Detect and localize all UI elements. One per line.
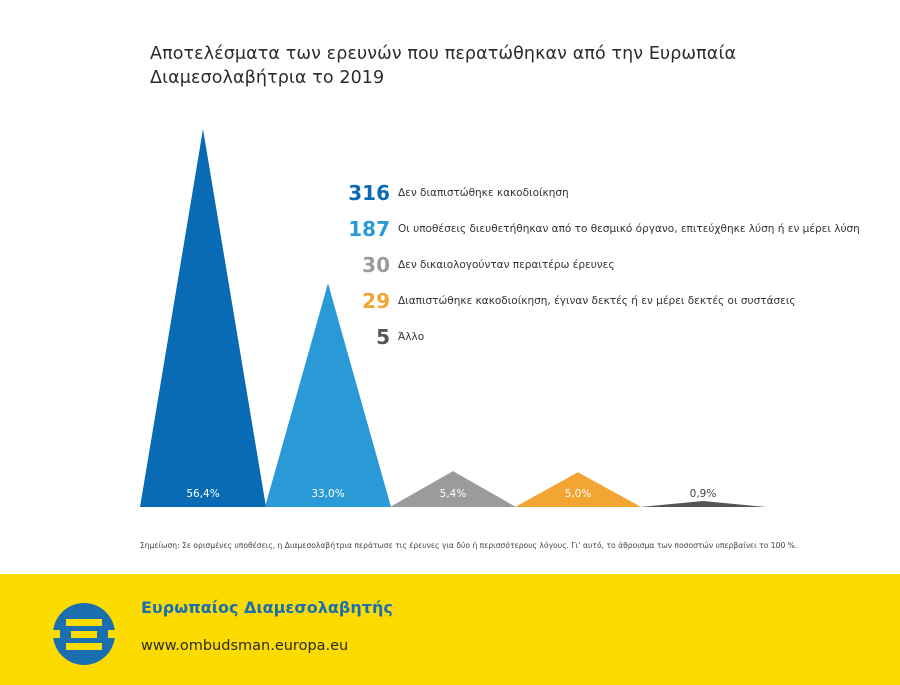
chart-title: Αποτελέσματα των ερευνών που περατώθηκαν… — [150, 42, 790, 90]
legend-item-4: 29 Διαπιστώθηκε κακοδιοίκηση, έγιναν δεκ… — [340, 286, 796, 316]
legend-label-3: Δεν δικαιολογούνταν περαιτέρω έρευνες — [398, 259, 615, 271]
chart: 56,4% 33,0% 5,4% 5,0% 0,9% — [140, 129, 766, 507]
bar-label-3: 5,4% — [440, 488, 467, 500]
bar-4 — [515, 472, 641, 507]
bar-5 — [640, 501, 766, 507]
legend-label-1: Δεν διαπιστώθηκε κακοδιοίκηση — [398, 187, 569, 199]
legend-item-1: 316 Δεν διαπιστώθηκε κακοδιοίκηση — [340, 178, 569, 208]
bar-3 — [390, 471, 516, 507]
legend-label-5: Άλλο — [398, 331, 425, 343]
legend-label-2: Οι υποθέσεις διευθετήθηκαν από το θεσμικ… — [398, 223, 860, 235]
legend-label-4: Διαπιστώθηκε κακοδιοίκηση, έγιναν δεκτές… — [398, 295, 796, 307]
bar-label-4: 5,0% — [565, 488, 592, 500]
legend-value-5: 5 — [376, 325, 390, 349]
legend-value-1: 316 — [348, 181, 390, 205]
footer-band: Ευρωπαίος Διαμεσολαβητής www.ombudsman.e… — [0, 574, 900, 685]
european-ombudsman-logo-icon — [52, 603, 116, 665]
organization-name: Ευρωπαίος Διαμεσολαβητής — [141, 598, 393, 617]
legend-item-5: 5 Άλλο — [340, 322, 424, 352]
bar-2 — [265, 283, 391, 507]
legend-item-3: 30 Δεν δικαιολογούνταν περαιτέρω έρευνες — [340, 250, 615, 280]
bar-label-1: 56,4% — [186, 488, 219, 500]
bar-label-2: 33,0% — [311, 488, 344, 500]
legend-value-2: 187 — [348, 217, 390, 241]
legend-value-4: 29 — [362, 289, 390, 313]
chart-title-line-2: Διαμεσολαβήτρια το 2019 — [150, 68, 385, 88]
legend-value-3: 30 — [362, 253, 390, 277]
legend-item-2: 187 Οι υποθέσεις διευθετήθηκαν από το θε… — [340, 214, 860, 244]
website-url[interactable]: www.ombudsman.europa.eu — [141, 638, 349, 654]
chart-title-line-1: Αποτελέσματα των ερευνών που περατώθηκαν… — [150, 44, 737, 64]
bar-label-5: 0,9% — [690, 488, 717, 500]
bar-1 — [140, 129, 266, 507]
footnote: Σημείωση: Σε ορισμένες υποθέσεις, η Διαμ… — [140, 541, 798, 550]
